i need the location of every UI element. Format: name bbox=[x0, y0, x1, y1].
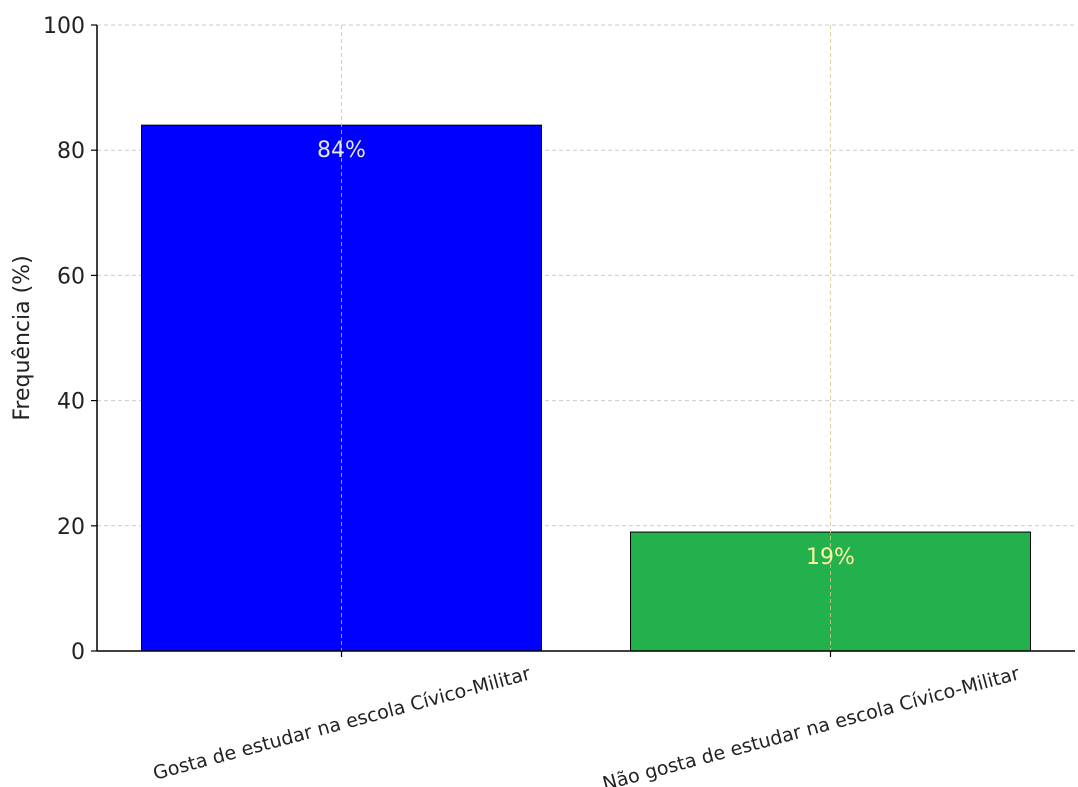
bars-layer bbox=[141, 124, 1031, 652]
y-tick-label-100: 100 bbox=[43, 14, 85, 39]
y-tick-label-40: 40 bbox=[57, 390, 85, 415]
y-tick-label-60: 60 bbox=[57, 264, 85, 289]
axes-layer bbox=[91, 24, 1075, 657]
bar-1 bbox=[141, 124, 542, 652]
x-tick-label-1: Gosta de estudar na escola Cívico-Milita… bbox=[151, 663, 533, 785]
data-label-1: 84% bbox=[317, 138, 366, 163]
y-tick-label-0: 0 bbox=[71, 640, 85, 665]
x-tick-label-2: Não gosta de estudar na escola Cívico-Mi… bbox=[600, 663, 1022, 787]
y-tick-label-20: 20 bbox=[57, 515, 85, 540]
y-axis-label: Frequência (%) bbox=[10, 255, 35, 420]
vertical-grid-layer bbox=[341, 25, 831, 651]
data-label-2: 19% bbox=[806, 545, 855, 570]
y-tick-label-80: 80 bbox=[57, 139, 85, 164]
